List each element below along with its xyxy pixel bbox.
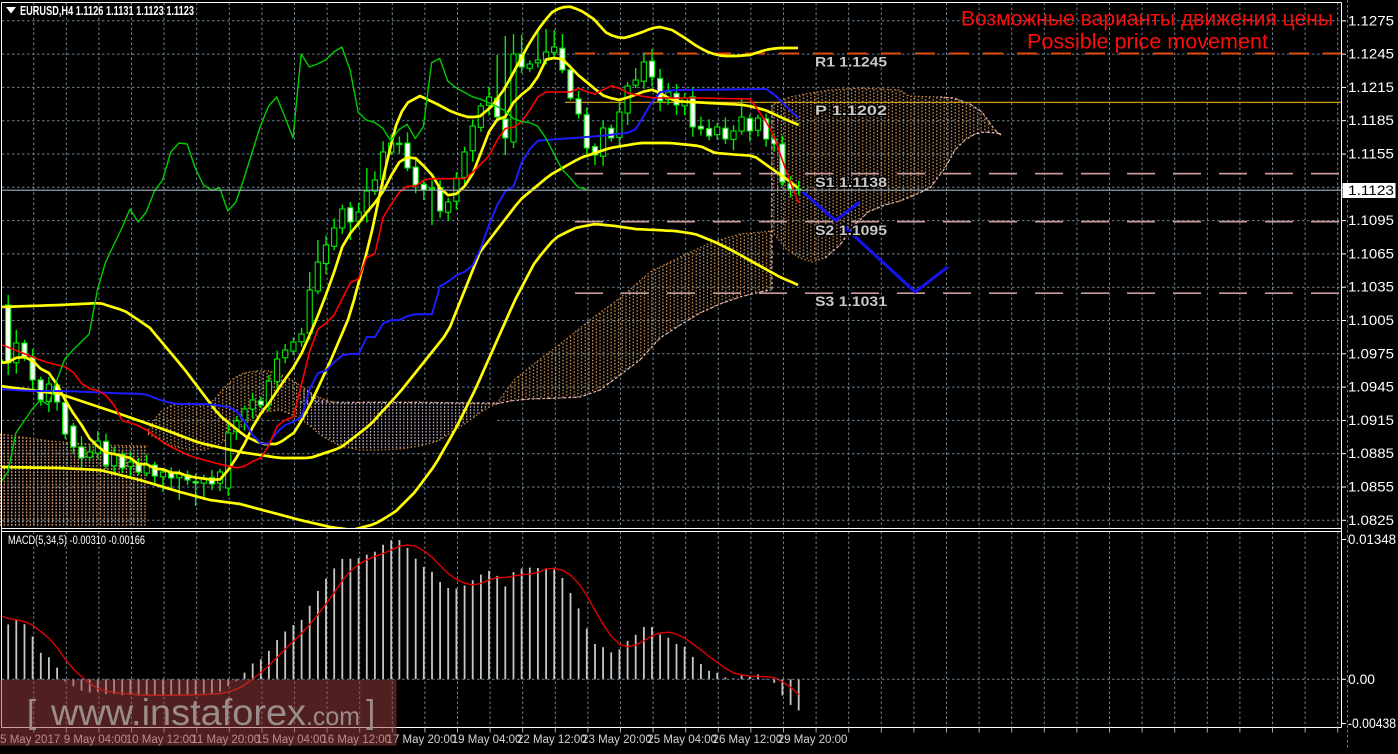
svg-text:1.1065: 1.1065 xyxy=(1348,245,1394,261)
svg-text:1.1095: 1.1095 xyxy=(1348,212,1394,228)
svg-text:17 May 20:00: 17 May 20:00 xyxy=(387,734,457,746)
svg-text:1.1215: 1.1215 xyxy=(1348,79,1394,95)
svg-text:Возможные варианты движения це: Возможные варианты движения цены xyxy=(961,8,1333,31)
svg-text:EURUSD,H4 1.1126 1.1131 1.112: EURUSD,H4 1.1126 1.1131 1.1123 1.1123 xyxy=(20,4,194,18)
svg-text:S3 1.1031: S3 1.1031 xyxy=(815,293,887,309)
svg-text:R1 1.1245: R1 1.1245 xyxy=(815,54,887,70)
svg-text:-0.00438: -0.00438 xyxy=(1348,715,1396,731)
svg-text:1.0915: 1.0915 xyxy=(1348,412,1394,428)
svg-text:1.1035: 1.1035 xyxy=(1348,279,1394,295)
svg-text:.com: .com xyxy=(306,701,360,731)
svg-text:22 May 12:00: 22 May 12:00 xyxy=(517,734,587,746)
svg-text:1.1275: 1.1275 xyxy=(1348,12,1394,28)
svg-text:1.1155: 1.1155 xyxy=(1348,146,1394,162)
svg-text:1.1123: 1.1123 xyxy=(1348,182,1394,198)
svg-text:25 May 04:00: 25 May 04:00 xyxy=(647,734,717,746)
svg-text:www.instaforex: www.instaforex xyxy=(50,692,307,733)
svg-text:Possible price movement: Possible price movement xyxy=(1027,31,1268,54)
svg-text:MACD(5,34,5) -0.00310 -0.00166: MACD(5,34,5) -0.00310 -0.00166 xyxy=(8,535,145,547)
svg-text:]: ] xyxy=(366,693,375,730)
svg-text:1.0885: 1.0885 xyxy=(1348,445,1394,461)
svg-text:0.00: 0.00 xyxy=(1348,671,1375,687)
svg-text:S1 1.1138: S1 1.1138 xyxy=(815,174,887,190)
svg-text:1.0825: 1.0825 xyxy=(1348,512,1394,528)
svg-text:29 May 20:00: 29 May 20:00 xyxy=(778,734,848,746)
svg-text:P 1.1202: P 1.1202 xyxy=(815,102,887,118)
svg-text:1.1245: 1.1245 xyxy=(1348,46,1394,62)
svg-text:26 May 12:00: 26 May 12:00 xyxy=(713,734,783,746)
svg-text:1.0855: 1.0855 xyxy=(1348,479,1394,495)
svg-text:19 May 04:00: 19 May 04:00 xyxy=(452,734,522,746)
svg-text:1.1185: 1.1185 xyxy=(1348,112,1394,128)
svg-text:1.1005: 1.1005 xyxy=(1348,312,1394,328)
svg-text:23 May 20:00: 23 May 20:00 xyxy=(582,734,652,746)
svg-text:S2 1.1095: S2 1.1095 xyxy=(815,222,887,238)
svg-text:1.0975: 1.0975 xyxy=(1348,345,1394,361)
svg-text:1.0945: 1.0945 xyxy=(1348,379,1394,395)
svg-text:[: [ xyxy=(27,693,36,730)
svg-text:0.01348: 0.01348 xyxy=(1348,531,1396,547)
